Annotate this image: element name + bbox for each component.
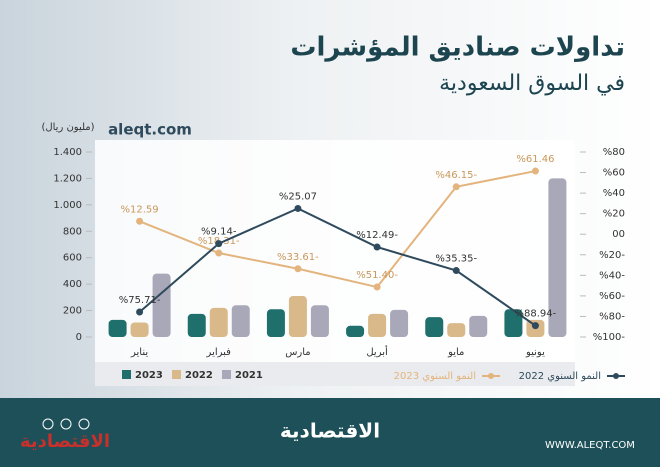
- line: [139, 170, 536, 289]
- line: [138, 207, 536, 327]
- point: [452, 183, 460, 191]
- bar: [504, 309, 523, 337]
- legend-dot: [488, 373, 494, 379]
- x-tick-label: يونيو: [525, 347, 545, 358]
- y2-tick-label: 00: [612, 229, 625, 240]
- legend-swatch: [172, 370, 181, 379]
- footer: [0, 398, 660, 467]
- chart-title: تداولات صناديق المؤشرات: [290, 33, 625, 63]
- data-label: %12.49-: [356, 230, 398, 241]
- data-label: %9.14-: [201, 227, 237, 238]
- x-tick-label: مايو: [447, 347, 464, 358]
- data-label: %35.35-: [435, 254, 477, 265]
- bar: [310, 305, 329, 337]
- bar: [368, 313, 387, 337]
- y2-tick-label: %60-: [599, 291, 625, 302]
- data-label: %33.61-: [277, 252, 319, 263]
- point: [373, 243, 381, 251]
- y-tick-label: 800: [63, 226, 82, 237]
- point: [136, 308, 144, 316]
- bar: [425, 317, 444, 337]
- legend-label: 2021: [235, 370, 263, 381]
- point: [294, 204, 302, 212]
- y2-tick-label: %80-: [599, 311, 625, 322]
- point: [531, 167, 539, 175]
- bar: [346, 325, 365, 337]
- y-tick-label: 1.200: [53, 173, 82, 184]
- bar: [130, 322, 149, 337]
- y-tick-label: 1.000: [53, 200, 82, 211]
- point: [136, 217, 144, 225]
- point: [452, 267, 460, 275]
- footer-logo-small: الاقتصادية: [20, 431, 110, 452]
- x-tick-label: مارس: [285, 347, 310, 358]
- legend-dot: [613, 373, 619, 379]
- plot-area: [95, 140, 575, 365]
- y-axis-label: (مليون ريال): [41, 122, 94, 133]
- y-tick-label: 1.400: [53, 147, 82, 158]
- y2-tick-label: %20: [603, 209, 625, 220]
- point: [215, 249, 223, 257]
- source: aleqt.com: [108, 121, 192, 139]
- x-tick-label: فبراير: [206, 347, 232, 358]
- social-icons: [42, 418, 90, 430]
- point: [215, 240, 223, 248]
- legend-swatch: [222, 370, 231, 379]
- bar: [288, 296, 307, 337]
- data-label: %12.59: [121, 204, 159, 215]
- y2-tick-label: %40-: [599, 270, 625, 281]
- bar: [108, 319, 127, 337]
- legend-swatch: [122, 370, 131, 379]
- y-tick-label: 600: [63, 253, 82, 264]
- data-label: %46.15-: [435, 170, 477, 181]
- y2-tick-label: %20-: [599, 250, 625, 261]
- legend-box: [95, 362, 575, 386]
- bar: [209, 307, 228, 337]
- x-tick-label: يناير: [130, 347, 148, 358]
- bar: [231, 305, 250, 337]
- legend-label: النمو السنوي 2022: [519, 371, 601, 382]
- bar: [447, 323, 466, 337]
- bar: [469, 315, 488, 337]
- bar: [187, 313, 206, 337]
- legend-label: 2023: [135, 370, 163, 381]
- point: [373, 283, 381, 291]
- y-tick-label: 400: [63, 279, 82, 290]
- y2-tick-label: %60: [603, 168, 625, 179]
- y-tick-label: 0: [76, 332, 82, 343]
- y2-tick-label: %80: [603, 147, 625, 158]
- legend-label: 2022: [185, 370, 213, 381]
- x-tick-label: أبريل: [366, 345, 388, 358]
- legend-label: النمو السنوي 2023: [394, 371, 476, 382]
- y-tick-label: 200: [63, 306, 82, 317]
- chart-subtitle: في السوق السعودية: [439, 71, 625, 96]
- bar: [390, 309, 409, 337]
- point: [294, 265, 302, 273]
- data-label: %88.94-: [515, 309, 557, 320]
- data-label: %61.46: [516, 154, 554, 165]
- y2-tick-label: %40: [603, 188, 625, 199]
- y2-tick-label: %100-: [593, 332, 626, 343]
- data-label: %25.07: [279, 191, 317, 202]
- point: [531, 322, 539, 330]
- data-label: %51.40-: [356, 270, 398, 281]
- footer-logo: الاقتصادية: [280, 419, 380, 443]
- bar: [548, 178, 567, 337]
- data-label: %75.71-: [119, 295, 161, 306]
- bar: [266, 309, 285, 337]
- footer-url: WWW.ALEQT.COM: [545, 440, 635, 451]
